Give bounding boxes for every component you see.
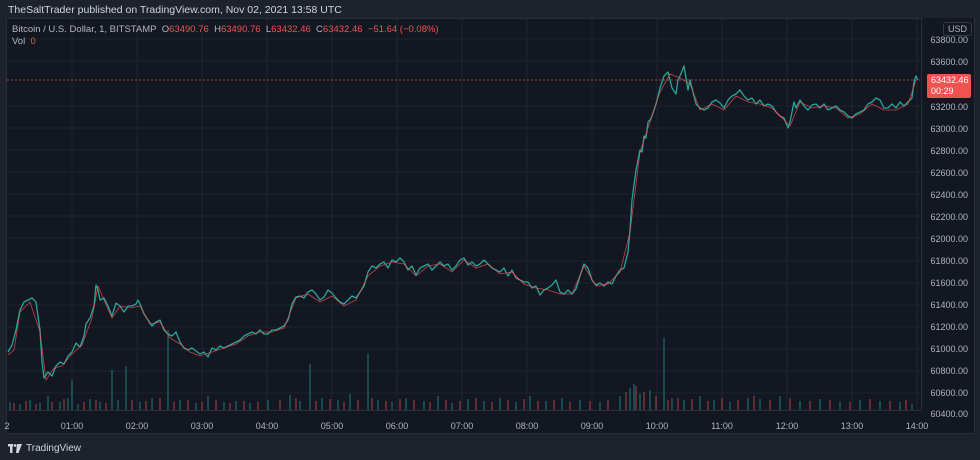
price-label: 62800.00 <box>930 146 968 156</box>
high-label: H <box>214 24 221 35</box>
price-label: 61600.00 <box>930 278 968 288</box>
price-line <box>7 65 919 379</box>
price-label: 61800.00 <box>930 256 968 266</box>
brand-name: TradingView <box>26 443 82 454</box>
high-value: 63490.76 <box>220 24 261 35</box>
last-price-badge: 63432.46 00:29 <box>927 74 971 98</box>
published-info: TheSaltTrader published on TradingView.c… <box>8 4 342 16</box>
last-price-value: 63432.46 <box>931 75 969 85</box>
currency-button[interactable]: USD <box>943 22 973 36</box>
tradingview-logo-icon <box>8 444 22 453</box>
price-label: 62000.00 <box>930 234 968 244</box>
time-label: 14:00 <box>905 421 929 431</box>
low-label: L <box>265 24 272 35</box>
volume-value: 0 <box>30 36 36 47</box>
tradingview-footer[interactable]: TradingView <box>8 443 81 454</box>
volume-bars <box>9 330 913 410</box>
price-label: 61000.00 <box>930 344 968 354</box>
time-label: 2 <box>4 421 10 431</box>
symbol-title[interactable]: Bitcoin / U.S. Dollar, 1, BITSTAMP <box>12 24 157 35</box>
price-label: 60800.00 <box>930 366 968 376</box>
time-label: 08:00 <box>515 421 539 431</box>
price-label: 60400.00 <box>930 409 968 419</box>
grid-lines <box>7 19 920 410</box>
time-label: 02:00 <box>125 421 149 431</box>
change-value: −51.64 (−0.08%) <box>367 24 439 35</box>
close-label: C <box>316 24 323 35</box>
time-label: 07:00 <box>450 421 474 431</box>
low-value: 63432.46 <box>271 24 311 35</box>
volume-label: Vol <box>12 36 26 47</box>
time-label: 06:00 <box>385 421 409 431</box>
close-value: 63432.46 <box>322 24 363 35</box>
price-label: 61200.00 <box>930 322 968 332</box>
price-label: 62400.00 <box>930 190 968 200</box>
price-label: 63000.00 <box>930 124 968 134</box>
price-label: 63800.00 <box>930 35 968 45</box>
time-axis[interactable]: 2 01:00 02:00 03:00 04:00 05:00 06:00 07… <box>4 410 928 433</box>
time-label: 11:00 <box>711 421 733 431</box>
price-label: 61400.00 <box>930 300 968 310</box>
price-label: 60600.00 <box>930 388 968 398</box>
open-label: O <box>161 24 170 35</box>
open-value: 63490.76 <box>169 24 209 35</box>
time-label: 03:00 <box>190 421 214 431</box>
time-label: 12:00 <box>775 421 799 431</box>
price-label: 63600.00 <box>930 57 968 67</box>
chart-legend: Bitcoin / U.S. Dollar, 1, BITSTAMP O6349… <box>12 24 439 48</box>
time-label: 05:00 <box>320 421 344 431</box>
time-label: 01:00 <box>60 421 84 431</box>
time-label: 13:00 <box>840 421 864 431</box>
price-label: 63200.00 <box>930 102 968 112</box>
price-label: 62200.00 <box>930 212 968 222</box>
time-label: 04:00 <box>255 421 279 431</box>
time-label: 10:00 <box>645 421 669 431</box>
price-label: 62600.00 <box>930 168 968 178</box>
bar-countdown: 00:29 <box>931 86 954 96</box>
time-label: 09:00 <box>580 421 604 431</box>
